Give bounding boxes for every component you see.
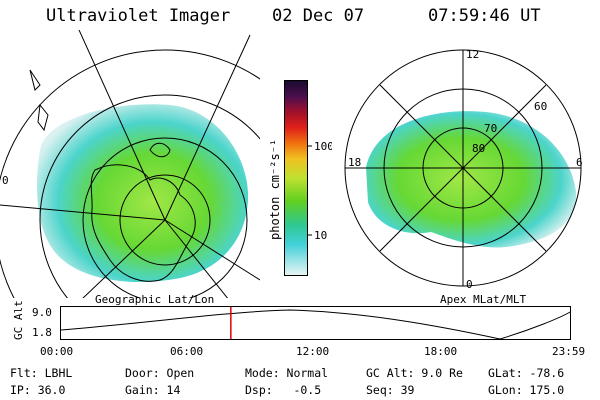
latitude-ring: [119, 174, 211, 266]
meridian-line: [164, 34, 251, 221]
meridian-line: [164, 219, 260, 281]
info-glon: GLon: 175.0: [488, 383, 565, 397]
meridian-line: [164, 219, 229, 298]
info-door: Door: Open: [125, 366, 195, 380]
info-glat: GLat: -78.6: [488, 366, 565, 380]
time-label: 07:59:46 UT: [428, 6, 541, 26]
meridian-line: [78, 30, 166, 221]
mlt-diagonal: [379, 84, 547, 252]
timeline-xtick: 18:00: [424, 345, 458, 358]
right-map-caption: Apex MLat/MLT: [440, 293, 527, 306]
info-gain: Gain: 14: [125, 383, 181, 397]
imager-title: Ultraviolet Imager: [46, 6, 231, 26]
mlt-label-bottom: 0: [466, 278, 473, 291]
mlt-label-top: 12: [466, 48, 479, 61]
timeline-ylabel: GC Alt: [12, 300, 25, 340]
altitude-curve: [60, 309, 571, 340]
outer-latitude-ring: [0, 49, 260, 298]
timeline-xtick: 06:00: [170, 345, 204, 358]
coastline: [29, 69, 41, 91]
aurora-region: [366, 111, 577, 248]
aurora-region: [37, 104, 249, 282]
meridian-line: [82, 219, 166, 298]
mlt-label-left: 18: [348, 156, 361, 169]
header: Ultraviolet Imager 02 Dec 07 07:59:46 UT: [0, 6, 600, 30]
map-edge-label: 0: [2, 174, 9, 187]
magnetic-map: 12 0 18 6 80 70 60: [344, 48, 583, 291]
mlat-label: 80: [472, 142, 485, 155]
timeline-xtick: 00:00: [40, 345, 74, 358]
coastline: [149, 142, 171, 158]
mlat-label: 70: [484, 122, 497, 135]
info-seq: Seq: 39: [366, 383, 415, 397]
info-flt: Flt: LBHL: [10, 366, 73, 380]
colorbar-tick-label: 100: [314, 140, 332, 153]
colorbar-tick-label: 10: [314, 229, 327, 242]
latitude-ring: [39, 94, 260, 298]
latitude-ring: [82, 137, 248, 298]
timeline-ytick: 1.8: [32, 326, 52, 339]
mlat-label: 60: [534, 100, 547, 113]
geographic-map: 0: [0, 30, 260, 298]
left-map-caption: Geographic Lat/Lon: [95, 293, 215, 306]
colorbar-label: photon cm⁻²s⁻¹: [268, 138, 282, 240]
mlt-label-right: 6: [576, 156, 583, 169]
colorbar-gradient: [284, 80, 308, 276]
timeline-ytick: 9.0: [32, 306, 52, 319]
timeline-xtick: 12:00: [296, 345, 330, 358]
info-ip: IP: 36.0: [10, 383, 66, 397]
timeline-frame: [60, 306, 571, 340]
colorbar: [284, 80, 308, 276]
altitude-timeline: [60, 306, 571, 340]
info-mode: Mode: Normal: [245, 366, 329, 380]
coastline: [37, 103, 49, 132]
date-label: 02 Dec 07: [272, 6, 365, 26]
info-dsp: Dsp: -0.5: [245, 383, 322, 397]
info-gc-alt: GC Alt: 9.0 Re: [366, 366, 463, 380]
coastline: [90, 164, 196, 282]
meridian-line: [0, 204, 166, 221]
colorbar-axis: 100 10: [308, 140, 332, 242]
timeline-xtick: 23:59: [552, 345, 586, 358]
